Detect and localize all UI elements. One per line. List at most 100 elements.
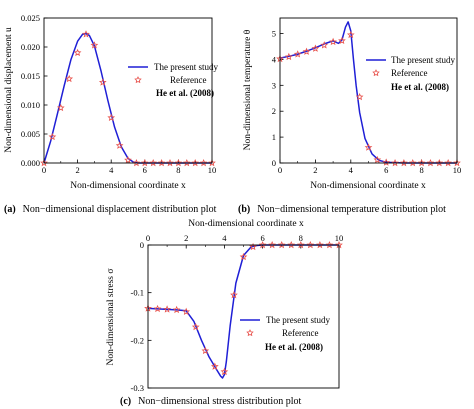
series-line-present-study bbox=[279, 21, 457, 164]
data-point-marker bbox=[364, 143, 373, 151]
x-tick-label: 0 bbox=[146, 233, 150, 243]
data-point-marker bbox=[220, 367, 229, 376]
chart-c-stress: 0 2 4 6 8 10 0 -0.1 -0.2 -0.3 The present study R… bbox=[106, 219, 343, 393]
data-point-marker bbox=[316, 240, 324, 249]
data-point-marker bbox=[268, 240, 276, 249]
x-tick-label: 8 bbox=[419, 165, 423, 175]
y-tick-label: 0.025 bbox=[21, 13, 40, 23]
data-point-marker bbox=[435, 158, 444, 167]
data-point-marker bbox=[426, 158, 435, 167]
y-tick-label: 3 bbox=[272, 80, 276, 90]
data-point-marker bbox=[287, 240, 296, 249]
data-point-marker bbox=[373, 155, 382, 164]
x-tick-label: 4 bbox=[349, 165, 354, 175]
plot-frame bbox=[43, 17, 213, 164]
data-point-marker bbox=[40, 158, 48, 167]
caption-c: (c) Non−dimensional stress distribution … bbox=[120, 391, 301, 408]
plot-frame bbox=[147, 244, 340, 389]
caption-c-id: (c) bbox=[120, 396, 131, 407]
data-point-marker bbox=[132, 158, 141, 167]
data-point-marker bbox=[157, 158, 166, 167]
caption-b: (b) Non−dimensional temperature distribu… bbox=[238, 199, 446, 216]
x-tick-label: 8 bbox=[176, 165, 180, 175]
legend-marker-source: He et al. (2008) bbox=[391, 82, 449, 92]
y-axis-label: Non-dimensional stress σ bbox=[106, 269, 116, 366]
data-point-marker bbox=[444, 158, 452, 167]
data-point-marker bbox=[391, 158, 399, 167]
chart-a-displacement: 0 2 4 6 8 10 0.000 0.005 0.010 0.015 0.020 0.025 Th… bbox=[4, 13, 218, 191]
y-tick-label: 1 bbox=[272, 132, 276, 142]
x-tick-label: 6 bbox=[143, 165, 147, 175]
data-point-marker bbox=[90, 41, 99, 49]
x-tick-label: 10 bbox=[208, 165, 217, 175]
data-point-marker bbox=[201, 346, 210, 355]
data-point-marker bbox=[115, 141, 124, 149]
caption-b-id: (b) bbox=[238, 204, 250, 215]
data-point-marker bbox=[191, 158, 200, 167]
x-tick-label: 4 bbox=[109, 165, 114, 175]
data-point-marker bbox=[230, 291, 238, 299]
data-point-marker bbox=[182, 158, 191, 167]
data-point-marker bbox=[191, 322, 200, 331]
legend-line-label: The present study bbox=[391, 55, 455, 65]
y-tick-label: 4 bbox=[272, 54, 277, 64]
x-axis-label: Non-dimensional coordinate x bbox=[70, 181, 186, 191]
data-point-marker bbox=[166, 158, 174, 167]
x-tick-label: 8 bbox=[299, 233, 303, 243]
x-tick-label: 2 bbox=[184, 233, 188, 243]
x-tick-label: 10 bbox=[335, 233, 344, 243]
y-tick-label: -0.1 bbox=[131, 288, 144, 298]
data-point-marker bbox=[65, 74, 74, 83]
data-point-marker bbox=[329, 37, 337, 46]
data-point-marker bbox=[293, 50, 302, 58]
legend: The present study Reference He et al. (2… bbox=[128, 62, 218, 98]
x-axis-label: Non-dimensional coordinate x bbox=[310, 181, 426, 191]
legend-star-icon bbox=[246, 329, 254, 337]
y-tick-label: 5 bbox=[272, 29, 276, 39]
data-point-marker bbox=[346, 30, 355, 39]
data-point-marker bbox=[56, 103, 65, 112]
x-tick-label: 6 bbox=[260, 233, 264, 243]
x-tick-label: 10 bbox=[453, 165, 462, 175]
x-tick-label: 2 bbox=[75, 165, 79, 175]
legend-marker-label: Reference bbox=[391, 68, 427, 78]
plot-frame bbox=[279, 17, 458, 164]
data-point-marker bbox=[417, 158, 426, 167]
data-point-marker bbox=[311, 44, 320, 52]
data-point-marker bbox=[325, 240, 334, 249]
data-point-marker bbox=[408, 158, 417, 167]
y-tick-label: 0.010 bbox=[21, 100, 40, 110]
x-tick-label: 0 bbox=[42, 165, 46, 175]
legend-star-icon bbox=[372, 69, 380, 77]
legend-line-label: The present study bbox=[154, 62, 218, 72]
data-point-marker bbox=[453, 158, 461, 167]
legend-line-label: The present study bbox=[266, 315, 330, 325]
x-tick-label: 6 bbox=[384, 165, 388, 175]
x-tick-label: 4 bbox=[222, 233, 227, 243]
caption-a-id: (a) bbox=[4, 204, 16, 215]
y-axis-label: Non-dimensional temperature θ bbox=[243, 29, 253, 150]
caption-a: (a) Non−dimensional displacement distrib… bbox=[4, 199, 217, 216]
x-axis-label: Non-dimensional coordinate x bbox=[188, 219, 304, 229]
data-point-marker bbox=[73, 48, 82, 57]
data-point-marker bbox=[211, 362, 219, 370]
data-point-marker bbox=[306, 240, 315, 249]
data-point-marker bbox=[98, 78, 107, 86]
y-axis-label: Non-dimensional displacement u bbox=[4, 27, 14, 153]
data-point-marker bbox=[320, 41, 329, 49]
data-point-marker bbox=[140, 158, 149, 167]
y-tick-label: 2 bbox=[272, 106, 276, 116]
data-point-marker bbox=[124, 156, 132, 164]
series-line-present-study bbox=[43, 32, 212, 164]
legend-marker-source: He et al. (2008) bbox=[156, 88, 214, 98]
data-point-marker bbox=[48, 132, 57, 141]
data-point-marker bbox=[239, 252, 248, 261]
chart-b-temperature: 0 2 4 6 8 10 0 1 2 3 4 5 The present study Referenc… bbox=[243, 17, 462, 191]
data-point-marker bbox=[172, 305, 181, 314]
data-point-marker bbox=[382, 158, 391, 166]
data-point-marker bbox=[277, 240, 286, 249]
data-point-marker bbox=[107, 113, 116, 122]
y-tick-label: -0.3 bbox=[131, 383, 144, 393]
data-point-marker bbox=[355, 92, 364, 101]
data-point-marker bbox=[249, 242, 257, 251]
